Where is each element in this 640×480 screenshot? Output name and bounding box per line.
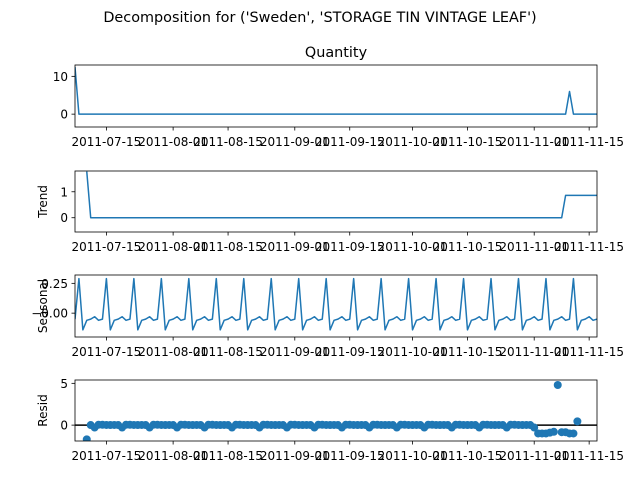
x-tick-label: 2011-08-15 bbox=[193, 135, 263, 149]
plot-area bbox=[75, 66, 597, 115]
subplot-title: Quantity bbox=[305, 45, 368, 61]
y-tick-label: −0.00 bbox=[31, 307, 68, 321]
x-tick-label: 2011-10-15 bbox=[433, 135, 503, 149]
y-tick-label: 0 bbox=[60, 211, 68, 225]
x-tick-label: 2011-07-15 bbox=[72, 135, 142, 149]
x-tick-label: 2011-10-15 bbox=[433, 345, 503, 359]
y-tick-label: 0 bbox=[60, 419, 68, 433]
x-tick-label: 2011-08-15 bbox=[193, 345, 263, 359]
subplot-1: 0102011-07-152011-08-012011-08-152011-09… bbox=[53, 45, 624, 149]
x-tick-label: 2011-08-15 bbox=[193, 449, 263, 463]
x-tick-label: 2011-11-01 bbox=[499, 135, 569, 149]
x-tick-label: 2011-09-01 bbox=[260, 240, 330, 254]
x-tick-label: 2011-11-15 bbox=[554, 345, 624, 359]
y-axis-label: Resid bbox=[36, 394, 50, 426]
x-tick-label: 2011-10-01 bbox=[378, 135, 448, 149]
figure-suptitle: Decomposition for ('Sweden', 'STORAGE TI… bbox=[103, 10, 536, 26]
residual-point bbox=[569, 429, 578, 438]
series-line bbox=[86, 171, 597, 219]
x-tick-label: 2011-08-01 bbox=[138, 345, 208, 359]
residual-point bbox=[82, 435, 91, 441]
plot-area bbox=[86, 171, 597, 219]
subplot-4: 052011-07-152011-08-012011-08-152011-09-… bbox=[36, 377, 624, 463]
x-tick-label: 2011-09-15 bbox=[315, 135, 385, 149]
y-axis-label: Seasonal bbox=[36, 279, 50, 333]
x-tick-label: 2011-07-15 bbox=[72, 449, 142, 463]
x-tick-label: 2011-08-15 bbox=[193, 240, 263, 254]
plot-area bbox=[75, 381, 597, 441]
residual-point bbox=[549, 427, 558, 436]
x-tick-label: 2011-07-15 bbox=[72, 240, 142, 254]
x-tick-label: 2011-09-01 bbox=[260, 449, 330, 463]
axes-frame bbox=[74, 274, 598, 338]
x-tick-label: 2011-07-15 bbox=[72, 345, 142, 359]
x-tick-label: 2011-08-01 bbox=[138, 240, 208, 254]
subplot-2: 012011-07-152011-08-012011-08-152011-09-… bbox=[36, 170, 624, 254]
x-tick-label: 2011-11-15 bbox=[554, 135, 624, 149]
y-tick-label: 0 bbox=[60, 108, 68, 122]
subplot-panels: 0102011-07-152011-08-012011-08-152011-09… bbox=[31, 45, 624, 463]
residual-point bbox=[553, 381, 562, 390]
residual-point bbox=[573, 417, 582, 426]
x-tick-label: 2011-10-01 bbox=[378, 449, 448, 463]
subplot-3: −0.000.252011-07-152011-08-012011-08-152… bbox=[31, 274, 624, 359]
series-line bbox=[75, 66, 597, 115]
x-tick-label: 2011-11-15 bbox=[554, 449, 624, 463]
axes-frame bbox=[74, 379, 598, 442]
x-tick-label: 2011-09-15 bbox=[315, 345, 385, 359]
x-tick-label: 2011-09-01 bbox=[260, 135, 330, 149]
series-line bbox=[75, 277, 597, 331]
x-tick-label: 2011-09-15 bbox=[315, 240, 385, 254]
x-tick-label: 2011-08-01 bbox=[138, 135, 208, 149]
axes-frame bbox=[74, 64, 598, 128]
x-tick-label: 2011-11-01 bbox=[499, 449, 569, 463]
y-tick-label: 10 bbox=[53, 70, 68, 84]
x-tick-label: 2011-10-01 bbox=[378, 240, 448, 254]
x-tick-label: 2011-09-15 bbox=[315, 449, 385, 463]
y-axis-label: Trend bbox=[36, 185, 50, 219]
axes-frame bbox=[74, 170, 598, 233]
x-tick-label: 2011-09-01 bbox=[260, 345, 330, 359]
x-tick-label: 2011-11-01 bbox=[499, 345, 569, 359]
residual-point bbox=[530, 423, 539, 432]
x-tick-label: 2011-08-01 bbox=[138, 449, 208, 463]
x-tick-label: 2011-10-15 bbox=[433, 449, 503, 463]
y-tick-label: 5 bbox=[60, 377, 68, 391]
y-tick-label: 1 bbox=[60, 185, 68, 199]
plot-area bbox=[75, 277, 597, 331]
x-tick-label: 2011-11-15 bbox=[554, 240, 624, 254]
x-tick-label: 2011-11-01 bbox=[499, 240, 569, 254]
y-tick-label: 0.25 bbox=[41, 277, 68, 291]
x-tick-label: 2011-10-15 bbox=[433, 240, 503, 254]
x-tick-label: 2011-10-01 bbox=[378, 345, 448, 359]
